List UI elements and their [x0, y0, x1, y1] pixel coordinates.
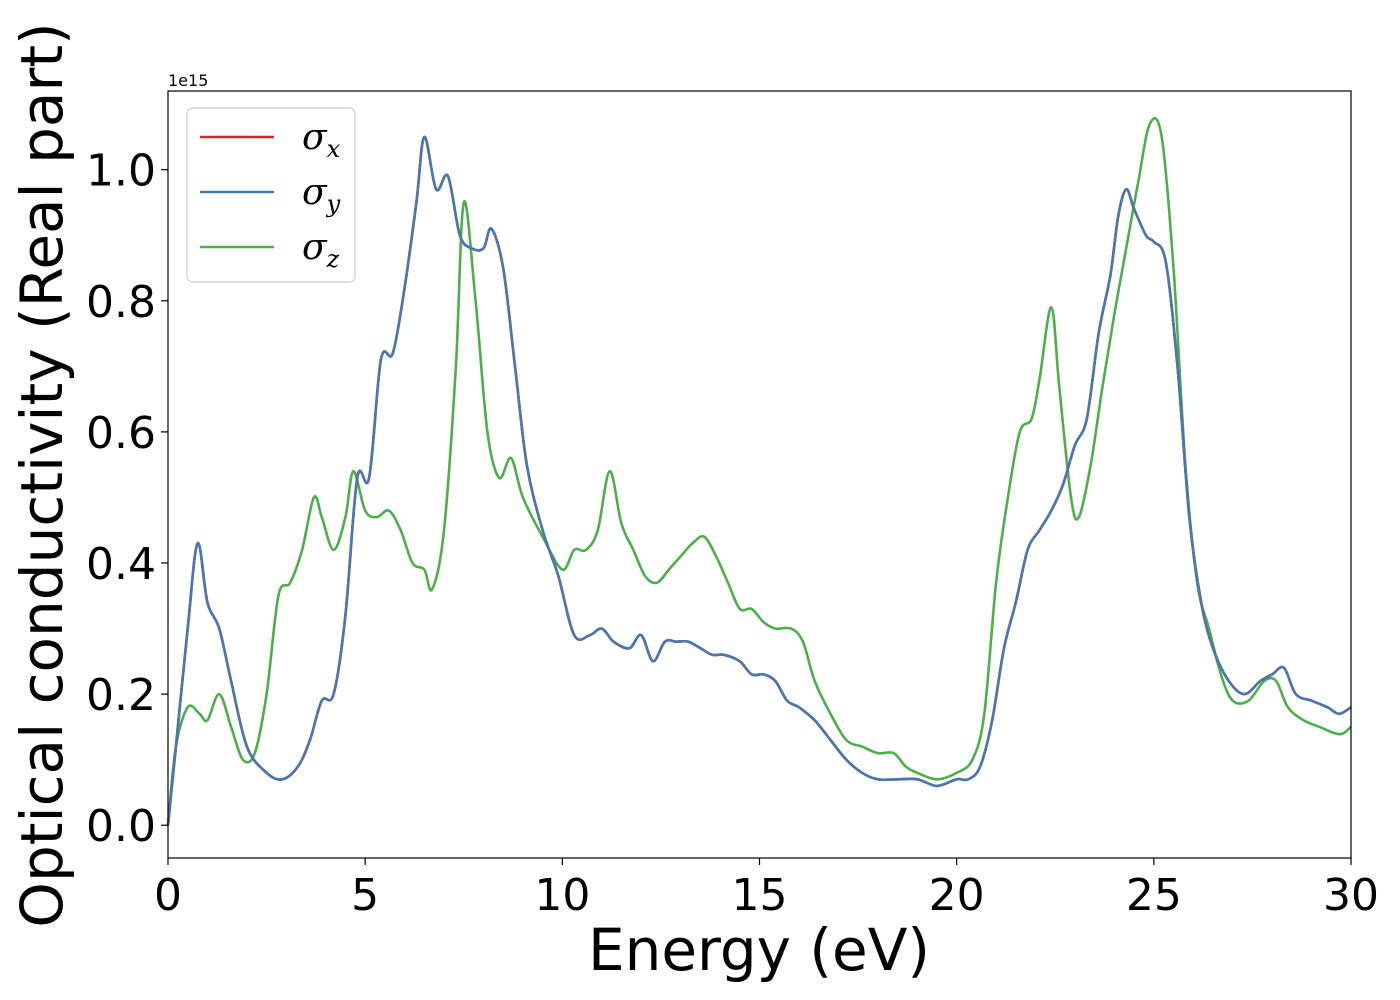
x-tick-label: 15 [732, 870, 788, 921]
legend: σx σy σz [186, 107, 356, 283]
legend-items: σx σy σz [200, 117, 341, 273]
x-tick-label: 30 [1323, 870, 1379, 921]
y-tick-label: 0.8 [86, 277, 156, 328]
series-lines [166, 116, 1352, 826]
series-line-y [166, 135, 1352, 826]
x-tick-label: 20 [929, 870, 985, 921]
y-offset-label: 1e15 [168, 71, 208, 90]
plot-area [168, 91, 1351, 858]
y-tick-label: 1.0 [86, 146, 156, 197]
x-ticks: 0 5 10 15 20 25 30 [154, 858, 1379, 921]
series-line-z [166, 116, 1352, 826]
x-tick-label: 5 [351, 870, 379, 921]
legend-box [186, 107, 356, 283]
legend-label-y: σy [302, 172, 341, 218]
x-tick-label: 0 [154, 870, 182, 921]
y-axis-title: Optical conductivity (Real part) [8, 22, 76, 927]
y-ticks: 0.0 0.2 0.4 0.6 0.8 1.0 [86, 146, 168, 852]
y-tick-label: 0.0 [86, 801, 156, 852]
legend-label-z: σz [302, 227, 340, 273]
legend-label-x: σx [302, 117, 341, 163]
y-tick-label: 0.6 [86, 408, 156, 459]
x-axis-title: Energy (eV) [588, 916, 930, 984]
x-tick-label: 25 [1126, 870, 1182, 921]
x-tick-label: 10 [534, 870, 590, 921]
y-tick-label: 0.2 [86, 670, 156, 721]
y-tick-label: 0.4 [86, 539, 156, 590]
